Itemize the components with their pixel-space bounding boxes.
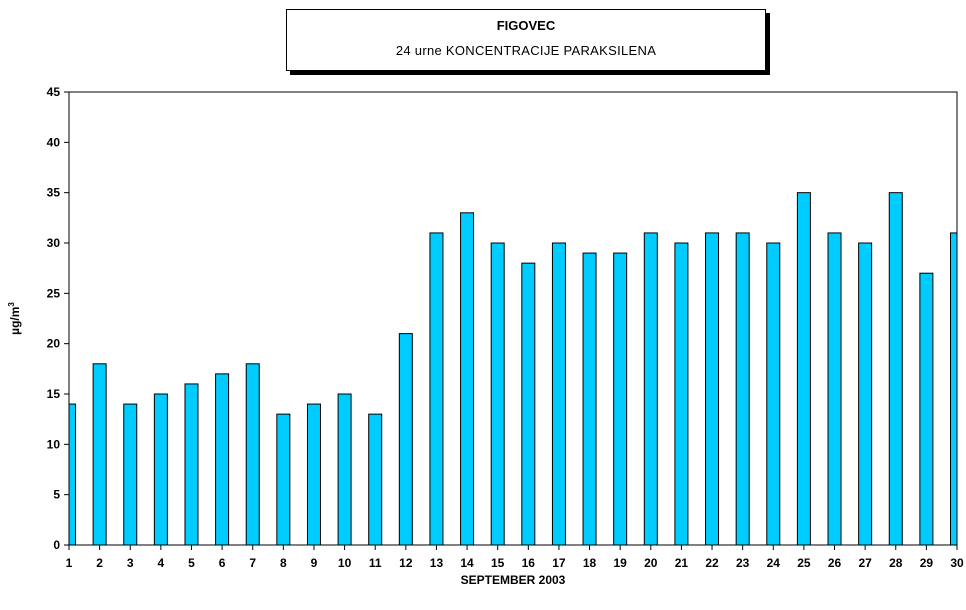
bar bbox=[735, 232, 750, 546]
x-tick-label: 29 bbox=[920, 556, 934, 570]
bar bbox=[582, 252, 597, 546]
y-tick-label: 25 bbox=[47, 286, 61, 300]
x-tick-label: 13 bbox=[430, 556, 444, 570]
bar bbox=[888, 192, 903, 546]
bar bbox=[613, 252, 628, 546]
bar bbox=[245, 363, 260, 546]
x-tick-label: 7 bbox=[249, 556, 256, 570]
x-tick-label: 12 bbox=[399, 556, 413, 570]
bar bbox=[368, 413, 383, 546]
y-tick-label: 20 bbox=[47, 337, 61, 351]
bar bbox=[460, 212, 475, 546]
chart-title-box: FIGOVEC 24 urne KONCENTRACIJE PARAKSILEN… bbox=[286, 9, 766, 71]
y-tick-label: 45 bbox=[47, 85, 61, 99]
x-axis-ticks: 1 2 3 4 5 6 7 8 9 10 11 12 13 14 15 16 17 18 19 20 21 22 23 24 2… bbox=[66, 545, 964, 570]
x-tick-label: 3 bbox=[127, 556, 134, 570]
x-tick-label: 24 bbox=[767, 556, 781, 570]
bar bbox=[796, 192, 811, 546]
x-tick-label: 27 bbox=[858, 556, 872, 570]
x-tick-label: 11 bbox=[369, 556, 382, 570]
x-tick-label: 10 bbox=[338, 556, 352, 570]
y-tick-label: 30 bbox=[47, 236, 61, 250]
y-tick-label: 40 bbox=[47, 135, 61, 149]
bar bbox=[858, 242, 873, 546]
x-tick-label: 28 bbox=[889, 556, 903, 570]
x-tick-label: 20 bbox=[644, 556, 658, 570]
bar bbox=[398, 333, 413, 546]
bar bbox=[674, 242, 689, 546]
bar bbox=[123, 403, 138, 546]
x-tick-label: 19 bbox=[613, 556, 627, 570]
bars bbox=[68, 192, 958, 546]
x-tick-label: 1 bbox=[66, 556, 73, 570]
x-tick-label: 21 bbox=[675, 556, 689, 570]
bar bbox=[521, 262, 536, 546]
plot-border bbox=[68, 91, 958, 546]
y-axis-ticks: 0 5 10 15 20 25 30 35 40 45 bbox=[47, 85, 69, 552]
x-tick-label: 30 bbox=[950, 556, 964, 570]
bar bbox=[68, 403, 76, 546]
bar bbox=[215, 373, 230, 546]
bar bbox=[92, 363, 107, 546]
x-tick-label: 26 bbox=[828, 556, 842, 570]
y-tick-label: 5 bbox=[53, 488, 60, 502]
y-tick-label: 10 bbox=[47, 437, 61, 451]
x-tick-label: 4 bbox=[158, 556, 165, 570]
bar bbox=[705, 232, 720, 546]
plot-frame bbox=[68, 91, 958, 546]
bar bbox=[766, 242, 781, 546]
y-axis-label-base: µg/m bbox=[8, 307, 22, 335]
bar bbox=[429, 232, 444, 546]
y-axis-label-superscript: 3 bbox=[7, 302, 16, 307]
x-tick-label: 22 bbox=[705, 556, 719, 570]
y-axis-label: µg/m3 bbox=[7, 302, 22, 335]
bar bbox=[490, 242, 505, 546]
x-tick-label: 5 bbox=[188, 556, 195, 570]
bar bbox=[919, 272, 934, 546]
bar bbox=[306, 403, 321, 546]
bar bbox=[184, 383, 199, 546]
x-tick-label: 9 bbox=[311, 556, 318, 570]
x-tick-label: 16 bbox=[522, 556, 536, 570]
bar bbox=[337, 393, 352, 546]
x-tick-label: 15 bbox=[491, 556, 505, 570]
bar bbox=[153, 393, 168, 546]
x-tick-label: 8 bbox=[280, 556, 287, 570]
bar bbox=[643, 232, 658, 546]
x-tick-label: 18 bbox=[583, 556, 597, 570]
x-tick-label: 17 bbox=[552, 556, 566, 570]
bar bbox=[276, 413, 291, 546]
y-tick-label: 0 bbox=[53, 538, 60, 552]
chart-subtitle: 24 urne KONCENTRACIJE PARAKSILENA bbox=[395, 43, 657, 58]
bar bbox=[827, 232, 842, 546]
x-tick-label: 6 bbox=[219, 556, 226, 570]
x-tick-label: 23 bbox=[736, 556, 750, 570]
x-tick-label: 2 bbox=[96, 556, 103, 570]
chart-title: FIGOVEC bbox=[496, 18, 556, 33]
x-axis-label: SEPTEMBER 2003 bbox=[461, 573, 566, 587]
y-tick-label: 15 bbox=[47, 387, 61, 401]
x-tick-label: 14 bbox=[460, 556, 474, 570]
bar bbox=[551, 242, 566, 546]
x-tick-label: 25 bbox=[797, 556, 811, 570]
y-tick-label: 35 bbox=[47, 186, 61, 200]
bar bbox=[950, 232, 958, 546]
